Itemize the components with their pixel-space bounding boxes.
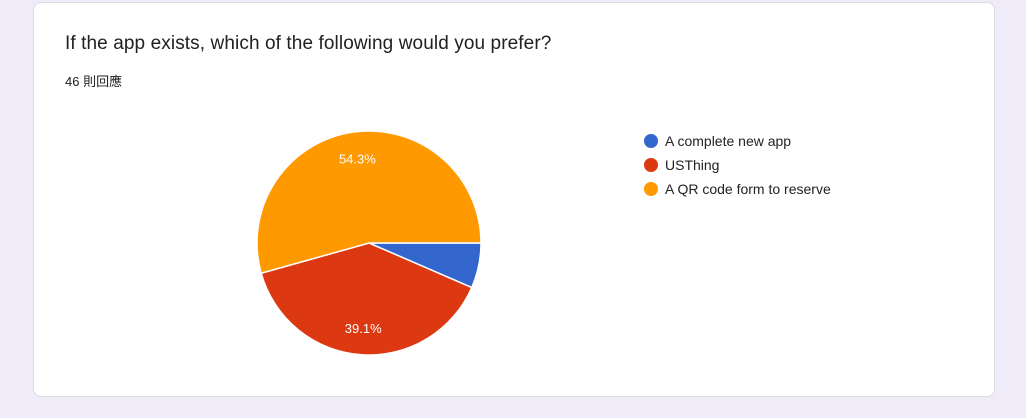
pie-slice-qr-code-form[interactable] — [256, 130, 482, 275]
pie-data-labels: 39.1% 54.3% — [339, 152, 382, 336]
question-card: If the app exists, which of the followin… — [33, 2, 995, 397]
legend-swatch — [644, 182, 658, 196]
data-label-usthing: 39.1% — [345, 321, 382, 336]
data-label-qr-code-form: 54.3% — [339, 152, 376, 167]
pie-slices — [256, 130, 482, 356]
legend-swatch — [644, 134, 658, 148]
legend-label: A complete new app — [665, 133, 792, 149]
legend-label: A QR code form to reserve — [665, 181, 831, 197]
response-count: 46 則回應 — [65, 74, 123, 89]
legend-swatch — [644, 158, 658, 172]
legend-item-qr-code-form[interactable]: A QR code form to reserve — [644, 177, 831, 201]
legend-item-usthing[interactable]: USThing — [644, 153, 831, 177]
pie-slice-usthing[interactable] — [260, 242, 473, 356]
pie-chart: 39.1% 54.3% — [256, 130, 482, 356]
legend-label: USThing — [665, 157, 720, 173]
question-title: If the app exists, which of the followin… — [65, 33, 552, 54]
chart-legend: A complete new app USThing A QR code for… — [644, 129, 831, 201]
legend-item-complete-new-app[interactable]: A complete new app — [644, 129, 831, 153]
